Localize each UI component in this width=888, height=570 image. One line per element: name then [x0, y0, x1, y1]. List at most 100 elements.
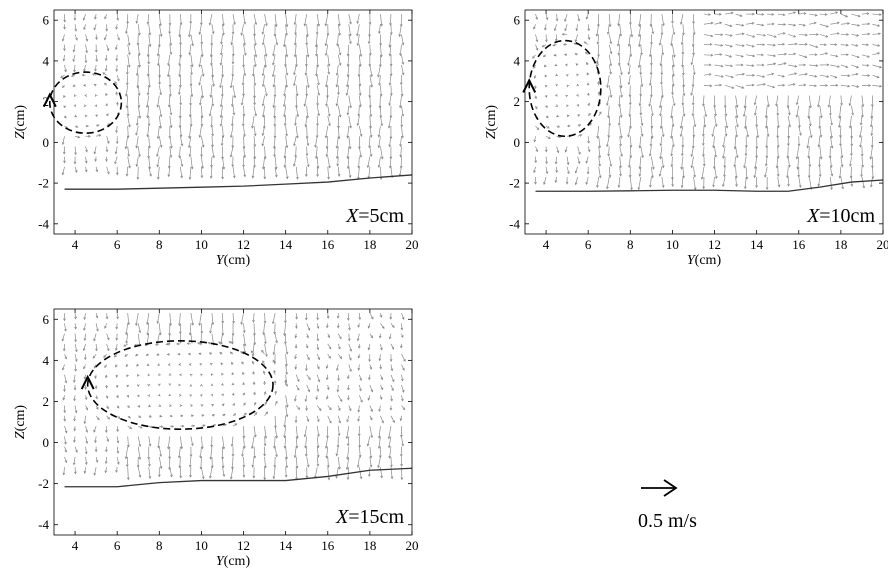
velocity-vector	[274, 323, 276, 335]
velocity-arrowhead	[221, 320, 225, 324]
velocity-arrowhead	[830, 135, 833, 139]
velocity-vector	[285, 126, 288, 136]
vector-field	[61, 312, 406, 481]
velocity-arrowhead	[544, 94, 548, 98]
velocity-arrowhead	[743, 186, 747, 190]
y-tick-label: 6	[43, 312, 50, 327]
velocity-arrowhead	[619, 165, 622, 169]
velocity-vector	[295, 146, 297, 158]
velocity-arrowhead	[191, 443, 194, 447]
velocity-arrowhead	[567, 171, 570, 175]
velocity-vector	[304, 14, 308, 26]
velocity-arrowhead	[805, 42, 808, 46]
velocity-arrowhead	[178, 465, 182, 469]
velocity-arrowhead	[293, 42, 297, 46]
velocity-vector	[169, 136, 173, 149]
velocity-arrowhead	[357, 367, 361, 371]
velocity-arrowhead	[73, 428, 77, 432]
velocity-vector	[274, 436, 276, 449]
velocity-vector	[788, 64, 797, 67]
velocity-vector	[306, 75, 309, 88]
velocity-vector	[62, 34, 65, 42]
velocity-vector	[74, 135, 80, 138]
velocity-arrowhead	[274, 390, 277, 394]
x-tick-label: 20	[406, 237, 419, 252]
velocity-vector	[861, 105, 863, 118]
velocity-arrowhead	[294, 345, 298, 349]
velocity-vector	[283, 34, 286, 47]
velocity-vector	[872, 44, 880, 47]
velocity-vector	[722, 136, 726, 148]
velocity-vector	[838, 115, 842, 128]
velocity-vector	[577, 146, 581, 155]
velocity-arrowhead	[545, 17, 549, 21]
velocity-vector	[734, 136, 736, 149]
velocity-vector	[272, 360, 276, 365]
velocity-vector	[618, 14, 621, 26]
velocity-vector	[608, 156, 612, 167]
velocity-arrowhead	[692, 21, 695, 25]
velocity-arrowhead	[84, 169, 88, 173]
velocity-arrowhead	[210, 63, 213, 66]
velocity-arrowhead	[129, 426, 133, 429]
velocity-arrowhead	[125, 341, 129, 344]
velocity-arrowhead	[390, 368, 394, 372]
velocity-vector	[744, 95, 747, 108]
velocity-arrowhead	[336, 163, 340, 167]
velocity-arrowhead	[211, 322, 215, 326]
velocity-arrowhead	[169, 43, 173, 47]
velocity-vector	[629, 105, 631, 117]
velocity-vector	[337, 126, 340, 139]
velocity-vector	[401, 395, 404, 401]
velocity-arrowhead	[285, 176, 289, 180]
velocity-vector	[285, 446, 288, 460]
velocity-vector	[640, 115, 643, 126]
velocity-arrowhead	[819, 115, 823, 119]
x-tick-label: 6	[114, 538, 121, 553]
velocity-vector	[390, 323, 395, 328]
velocity-vector	[64, 64, 67, 72]
velocity-arrowhead	[179, 373, 182, 377]
velocity-arrowhead	[709, 43, 713, 46]
velocity-vector	[828, 95, 831, 108]
velocity-arrowhead	[671, 83, 675, 87]
velocity-vector	[84, 467, 86, 474]
velocity-arrowhead	[261, 42, 265, 46]
velocity-arrowhead	[169, 125, 173, 129]
velocity-vector	[295, 166, 298, 180]
velocity-arrowhead	[127, 64, 131, 68]
velocity-vector	[316, 456, 319, 467]
velocity-vector	[285, 405, 288, 417]
velocity-vector	[756, 74, 765, 78]
velocity-arrowhead	[359, 104, 362, 108]
velocity-vector	[368, 343, 371, 350]
velocity-arrowhead	[401, 317, 405, 320]
velocity-vector	[316, 323, 319, 329]
velocity-vector	[85, 426, 88, 433]
velocity-arrowhead	[824, 13, 828, 16]
velocity-arrowhead	[104, 68, 108, 72]
velocity-vector	[660, 115, 663, 129]
velocity-arrowhead	[282, 104, 286, 108]
velocity-arrowhead	[273, 33, 277, 37]
velocity-arrowhead	[346, 477, 350, 481]
velocity-vector	[359, 44, 362, 57]
velocity-vector	[125, 85, 129, 97]
velocity-arrowhead	[563, 53, 567, 57]
velocity-arrowhead	[878, 32, 881, 36]
velocity-arrowhead	[847, 22, 851, 25]
velocity-vector	[672, 75, 674, 87]
velocity-vector	[651, 24, 654, 34]
velocity-vector	[252, 343, 255, 357]
velocity-arrowhead	[63, 48, 66, 52]
velocity-vector	[336, 446, 339, 456]
velocity-vector	[327, 166, 330, 179]
velocity-arrowhead	[210, 373, 214, 376]
velocity-vector	[651, 115, 653, 129]
velocity-vector	[211, 136, 213, 147]
velocity-vector	[535, 146, 538, 152]
velocity-vector	[261, 350, 265, 355]
velocity-arrowhead	[324, 446, 328, 449]
velocity-vector	[123, 343, 128, 347]
velocity-arrowhead	[651, 113, 654, 117]
